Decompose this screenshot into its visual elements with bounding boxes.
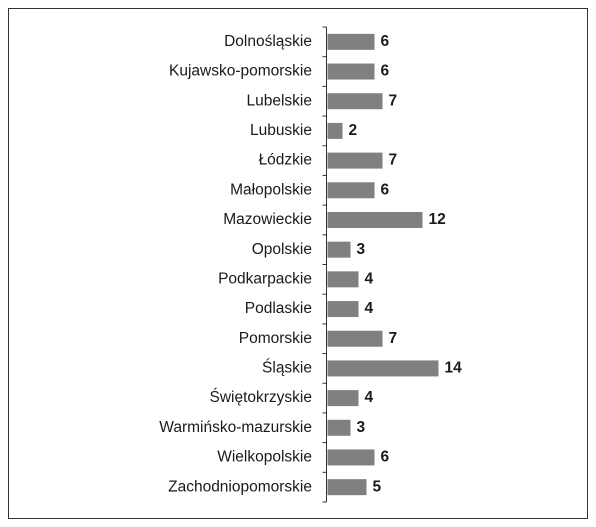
category-label: Małopolskie [230,181,312,198]
category-label: Świętokrzyskie [210,388,313,406]
bar [327,152,383,169]
value-label: 4 [365,389,374,406]
bar [327,330,383,347]
category-label: Warmińsko-mazurskie [159,419,312,436]
category-label: Opolskie [252,241,312,258]
value-label: 4 [365,300,374,317]
value-label: 5 [373,478,382,495]
bar [327,241,351,258]
category-label: Zachodniopomorskie [168,478,312,495]
bar [327,93,383,110]
frame [8,8,588,519]
bar [327,211,423,228]
category-label: Dolnośląskie [224,33,312,50]
value-label: 12 [429,211,446,228]
value-label: 6 [381,33,390,50]
value-label: 7 [389,152,398,169]
bar [327,449,375,466]
value-label: 7 [389,330,398,347]
category-label: Kujawsko-pomorskie [169,63,312,80]
bar [327,301,359,318]
value-label: 3 [357,419,366,436]
value-label: 3 [357,241,366,258]
value-label: 14 [445,360,463,377]
bar [327,390,359,407]
category-label: Podkarpackie [218,270,312,287]
bar [327,122,343,139]
value-label: 6 [381,181,390,198]
bar [327,419,351,436]
bar [327,63,375,80]
value-label: 2 [349,122,358,139]
bar [327,33,375,50]
category-label: Pomorskie [239,330,312,347]
category-label: Podlaskie [245,300,312,317]
bar [327,182,375,199]
value-label: 6 [381,63,390,80]
category-label: Mazowieckie [223,211,312,228]
category-label: Łódzkie [259,152,312,169]
category-label: Wielkopolskie [217,449,312,466]
bar [327,271,359,288]
category-label: Śląskie [262,359,312,377]
value-label: 7 [389,92,398,109]
category-label: Lubelskie [247,92,313,109]
bar [327,360,439,377]
value-label: 6 [381,449,390,466]
bar [327,479,367,496]
value-label: 4 [365,270,374,287]
category-label: Lubuskie [250,122,312,139]
